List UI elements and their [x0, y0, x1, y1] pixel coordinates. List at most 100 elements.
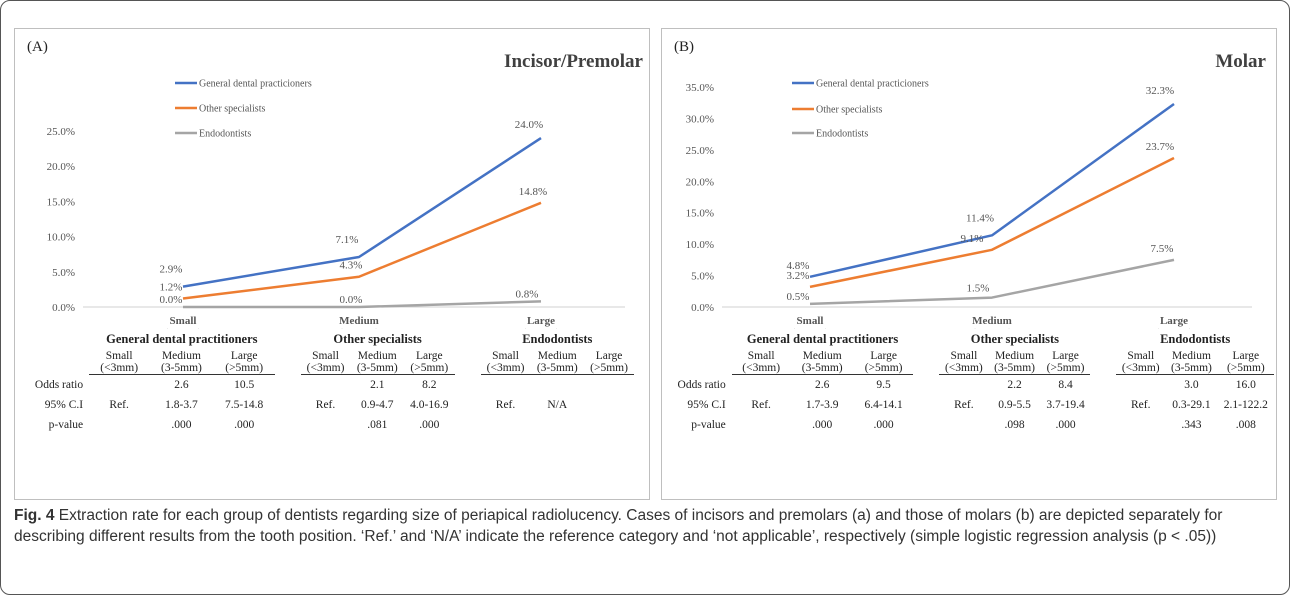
table-cell: Ref. [1131, 399, 1151, 411]
x-tick-label: (<3mm) [791, 327, 829, 329]
table-column-header-row: Small (<3mm) Medium (3-5mm) Large (>5mm) Small… [22, 348, 634, 375]
x-tick-label: (>5mm) [1155, 327, 1193, 329]
x-tick-label: Medium [972, 315, 1012, 327]
stats-table-molar: General dental practitioners Other specia… [666, 330, 1274, 435]
data-label: 1.2% [160, 282, 183, 294]
legend-label: Endodontists [199, 129, 251, 140]
table-group-header-row: General dental practitioners Other specia… [666, 330, 1274, 348]
table-column-header: Medium (3-5mm) [350, 348, 405, 375]
table-cell: .098 [1004, 419, 1025, 431]
data-label: 32.3% [1146, 85, 1174, 97]
legend-label: Other specialists [199, 104, 265, 115]
series-line-endodontists [809, 258, 1175, 306]
table-cell: .000 [419, 419, 440, 431]
y-tick-label: 25.0% [47, 126, 75, 138]
table-column-header: Small (<3mm) [89, 348, 150, 375]
table-group-header-row: General dental practitioners Other specia… [22, 330, 634, 348]
table-row-label: p-value [48, 419, 84, 431]
table-cell: 2.6 [815, 379, 830, 391]
table-cell: 0.9-5.5 [998, 399, 1031, 411]
table-cell: 16.0 [1235, 379, 1256, 391]
figure-caption: Fig. 4 Extraction rate for each group of… [14, 505, 1278, 547]
table-cell: .000 [1055, 419, 1076, 431]
table-column-header: Small (<3mm) [1116, 348, 1166, 375]
data-label: 14.8% [519, 186, 547, 198]
table-column-header: Large (>5mm) [1040, 348, 1091, 375]
table-row: Odds ratio 2.6 9.5 2.2 8.4 3.0 16.0 [666, 375, 1274, 396]
table-cell: .000 [171, 419, 192, 431]
table-group-name: Endodontists [1160, 331, 1231, 346]
table-row: p-value .000 .000 .081 .000 [22, 415, 634, 435]
y-tick-label: 10.0% [686, 239, 714, 251]
table-cell: 9.5 [876, 379, 891, 391]
table-cell: 0.9-4.7 [360, 399, 394, 411]
table-column-header: Medium (3-5mm) [988, 348, 1041, 375]
table-cell [584, 375, 634, 396]
table-column-header-row: Small (<3mm) Medium (3-5mm) Large (>5mm) Small… [666, 348, 1274, 375]
y-tick-label: 25.0% [686, 145, 714, 157]
table-row-label: 95% C.I [44, 399, 84, 411]
table-cell: 0.3-29.1 [1172, 399, 1211, 411]
data-label: 7.5% [1151, 243, 1174, 255]
table-row: p-value .000 .000 .098 .000 .343 .008 [666, 415, 1274, 435]
table-cell [1116, 415, 1165, 435]
data-label: 2.9% [160, 264, 183, 276]
table-group-name: General dental practitioners [106, 331, 258, 346]
table-group-name: Endodontists [522, 331, 593, 346]
table-cell [301, 415, 351, 435]
table-cell: 1.7-3.9 [805, 399, 839, 411]
chart-title: Molar [1215, 51, 1266, 72]
table-cell: 2.6 [174, 379, 189, 391]
y-tick-label: 10.0% [47, 232, 75, 244]
data-label: 1.5% [967, 283, 990, 295]
table-cell [89, 415, 149, 435]
data-label: 23.7% [1146, 141, 1174, 153]
data-label: 0.0% [160, 294, 183, 306]
table-column-header: Large (>5mm) [1217, 348, 1274, 375]
y-tick-label: 20.0% [47, 161, 75, 173]
table-cell: 3.7-19.4 [1046, 399, 1085, 411]
table-cell [584, 395, 634, 415]
table-cell [530, 375, 584, 396]
data-label: 4.3% [340, 260, 363, 272]
table-cell: 3.0 [1184, 379, 1199, 391]
data-label: 0.0% [340, 294, 363, 306]
series-line-general-dental-practicioners [182, 136, 542, 288]
caption-text: Extraction rate for each group of dentis… [14, 507, 1223, 545]
series-line-endodontists [183, 300, 542, 309]
table-cell [301, 375, 351, 396]
y-tick-label: 5.0% [52, 267, 75, 279]
table-group-name: General dental practitioners [746, 331, 899, 346]
panel-incisor-premolar: (A) Incisor/Premolar 0.0% 5.0% 10.0% 15.0% 20.… [14, 28, 650, 500]
table-cell: 4.0-16.9 [410, 399, 449, 411]
table-row-label: Odds ratio [34, 378, 84, 391]
table-column-header: Large (>5mm) [584, 348, 634, 375]
table-column-header: Medium (3-5mm) [149, 348, 214, 375]
y-tick-label: 30.0% [686, 113, 714, 125]
table-cell: Ref. [495, 399, 516, 411]
series-line-other-specialists [809, 156, 1175, 289]
table-row-label: p-value [691, 419, 726, 431]
table-cell [939, 375, 988, 396]
table-cell [584, 415, 634, 435]
table-group-name: Other specialists [333, 331, 422, 346]
y-tick-label: 5.0% [691, 271, 714, 283]
table-cell: .081 [367, 419, 388, 431]
table-cell: .008 [1235, 419, 1256, 431]
table-row: 95% C.I Ref. 1.7-3.9 6.4-14.1 Ref. 0.9-5.5 3.7… [666, 395, 1274, 415]
table-row: Odds ratio 2.6 10.5 2.1 8.2 [22, 375, 634, 396]
data-label: 4.8% [787, 260, 810, 272]
y-tick-label: 20.0% [686, 176, 714, 188]
table-cell: 8.2 [422, 379, 437, 391]
table-column-header: Small (<3mm) [939, 348, 989, 375]
table-cell: .000 [234, 419, 255, 431]
x-tick-label: (3-5mm) [972, 327, 1013, 329]
data-label: 11.4% [966, 212, 994, 224]
legend-label: General dental practicioners [199, 79, 312, 90]
x-tick-label: Medium [339, 315, 379, 327]
table-column-header: Medium (3-5mm) [530, 348, 585, 375]
table-cell: Ref. [109, 399, 129, 411]
table-row: 95% C.I Ref. 1.8-3.7 7.5-14.8 Ref. 0.9-4.7 4.0… [22, 395, 634, 415]
x-tick-label: (>5mm) [522, 327, 560, 329]
x-tick-label: (<3mm) [164, 327, 202, 329]
